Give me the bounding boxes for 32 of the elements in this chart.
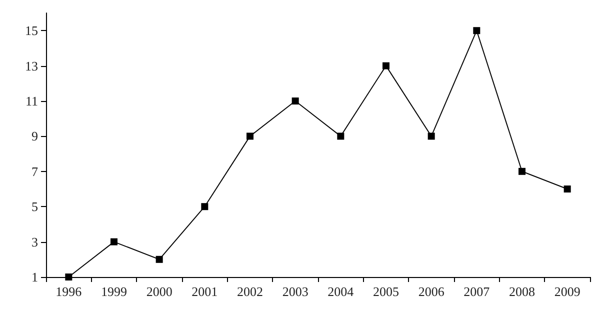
point — [473, 27, 480, 34]
x-tick-label: 2003 — [282, 284, 308, 299]
x-tick-label: 2000 — [146, 284, 172, 299]
y-tick-label: 7 — [32, 164, 38, 179]
x-tick-label: 2006 — [418, 284, 445, 299]
y-tick-label: 5 — [32, 199, 38, 214]
point — [201, 203, 208, 210]
y-tick-label: 13 — [25, 58, 38, 74]
x-tick-label: 2008 — [509, 284, 535, 299]
point — [337, 132, 344, 140]
x-tick-label: 1996 — [56, 284, 82, 299]
y-tick-label: 11 — [25, 94, 38, 108]
x-tick-label: 2005 — [373, 284, 399, 299]
point — [518, 168, 526, 175]
x-tick-label: 2002 — [237, 284, 263, 299]
y-tick-label: 1 — [32, 270, 38, 284]
point — [382, 62, 390, 70]
point — [292, 98, 299, 104]
x-tick-label: 2007 — [464, 284, 490, 299]
y-tick-label: 9 — [32, 128, 38, 144]
y-tick-label: 3 — [32, 234, 38, 250]
point — [428, 132, 435, 140]
x-tick-label: 2004 — [328, 284, 354, 299]
point — [246, 132, 254, 140]
point — [110, 238, 118, 246]
x-tick-label: 1999 — [101, 284, 127, 299]
x-tick-label: 2009 — [554, 284, 580, 299]
point — [156, 256, 163, 263]
point — [65, 274, 72, 280]
point — [564, 186, 571, 192]
x-tick-label: 2001 — [192, 284, 218, 299]
y-tick-label: 15 — [25, 23, 38, 38]
